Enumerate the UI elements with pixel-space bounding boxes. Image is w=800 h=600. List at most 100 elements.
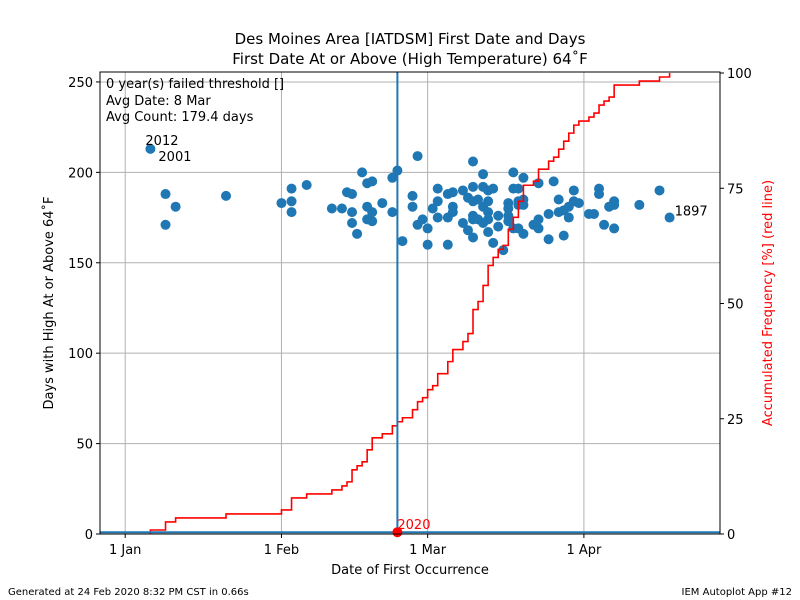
- data-point: [286, 207, 297, 218]
- data-point: [427, 203, 438, 214]
- y-tick-label: 0: [85, 528, 93, 543]
- y-tick-label: 200: [68, 166, 93, 181]
- data-point: [367, 176, 378, 187]
- data-point: [594, 189, 605, 200]
- data-point: [488, 183, 499, 194]
- data-point: [483, 227, 494, 238]
- data-point: [160, 219, 171, 230]
- data-point: [609, 223, 620, 234]
- y2-tick-label: 25: [727, 413, 744, 428]
- x-tick-label: 1 Jan: [109, 543, 141, 558]
- accumulated-frequency-line: [149, 73, 671, 534]
- data-point: [654, 185, 665, 196]
- x-tick-label: 1 Mar: [409, 543, 447, 558]
- data-point: [336, 203, 347, 214]
- data-point: [548, 176, 559, 187]
- plot-frame: [99, 71, 721, 535]
- data-point: [286, 196, 297, 207]
- data-point: [563, 212, 574, 223]
- data-point: [493, 210, 504, 221]
- y2-tick-label: 0: [727, 528, 735, 543]
- data-point: [543, 208, 554, 219]
- data-point: [221, 190, 232, 201]
- x-axis-label: Date of First Occurrence: [331, 563, 489, 578]
- x-tick-label: 1 Feb: [264, 543, 299, 558]
- data-point: [462, 225, 473, 236]
- current-year-point: [392, 527, 403, 538]
- data-point: [397, 236, 408, 247]
- data-point: [493, 221, 504, 232]
- footer-app: IEM Autoplot App #12: [682, 587, 792, 598]
- data-point: [518, 172, 529, 183]
- data-point: [468, 156, 479, 167]
- data-point: [432, 212, 443, 223]
- data-point: [457, 185, 468, 196]
- y2-tick-label: 75: [727, 182, 744, 197]
- annotation-avg-count: Avg Count: 179.4 days: [106, 110, 254, 125]
- data-point: [468, 232, 479, 243]
- y2-axis-label: Accumulated Frequency [%] (red line): [761, 180, 776, 426]
- data-point: [367, 207, 378, 218]
- data-point: [377, 198, 388, 209]
- data-point: [407, 190, 418, 201]
- data-point: [326, 203, 337, 214]
- data-point: [407, 201, 418, 212]
- data-point: [508, 167, 519, 178]
- chart-title: Des Moines Area [IATDSM] First Date and …: [235, 30, 586, 48]
- annotation-failed: 0 year(s) failed threshold []: [106, 77, 284, 92]
- data-point: [412, 151, 423, 162]
- y-axis-label: Days with High At or Above 64˚F: [41, 196, 57, 409]
- y2-tick-label: 100: [727, 67, 752, 82]
- data-point: [457, 217, 468, 228]
- annotation-avg-date: Avg Date: 8 Mar: [106, 94, 211, 109]
- data-point: [599, 219, 610, 230]
- y-tick-label: 250: [68, 76, 93, 91]
- data-point: [387, 207, 398, 218]
- y-tick-label: 100: [68, 347, 93, 362]
- data-point: [357, 167, 368, 178]
- data-point: [483, 207, 494, 218]
- data-point: [417, 214, 428, 225]
- data-point: [588, 208, 599, 219]
- data-point: [422, 223, 433, 234]
- data-point: [483, 196, 494, 207]
- data-point: [518, 199, 529, 210]
- chart-subtitle: First Date At or Above (High Temperature…: [232, 50, 588, 68]
- data-point: [286, 183, 297, 194]
- data-point: [503, 216, 514, 227]
- x-tick-label: 1 Apr: [566, 543, 602, 558]
- data-point: [432, 183, 443, 194]
- data-point: [447, 187, 458, 198]
- data-point: [664, 212, 675, 223]
- data-point: [352, 228, 363, 239]
- data-point: [478, 169, 489, 180]
- data-point: [276, 198, 287, 209]
- data-point: [422, 239, 433, 250]
- data-point: [442, 239, 453, 250]
- data-point: [347, 189, 358, 200]
- data-point: [473, 194, 484, 205]
- data-point: [347, 207, 358, 218]
- data-point: [553, 194, 564, 205]
- current-year-label: 2020: [397, 518, 430, 533]
- data-point: [488, 237, 499, 248]
- data-point: [513, 183, 524, 194]
- data-point: [543, 234, 554, 245]
- data-point: [362, 214, 373, 225]
- data-point: [387, 172, 398, 183]
- data-point: [170, 201, 181, 212]
- footer-generated: Generated at 24 Feb 2020 8:32 PM CST in …: [8, 587, 249, 598]
- data-point: [468, 181, 479, 192]
- y-tick-label: 150: [68, 257, 93, 272]
- data-point: [347, 217, 358, 228]
- data-point: [573, 198, 584, 209]
- data-point: [483, 214, 494, 225]
- data-point: [503, 203, 514, 214]
- data-point: [432, 196, 443, 207]
- data-point: [301, 180, 312, 191]
- y2-tick-label: 50: [727, 298, 744, 313]
- y-tick-label: 50: [76, 438, 93, 453]
- data-point: [568, 185, 579, 196]
- point-label: 1897: [675, 205, 708, 220]
